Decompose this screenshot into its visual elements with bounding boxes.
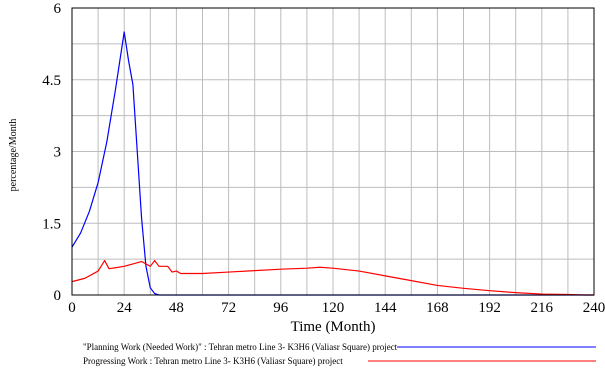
x-tick-label: 144 (374, 300, 397, 316)
x-tick-label: 240 (583, 300, 605, 316)
x-tick-label: 48 (169, 300, 184, 316)
series-line-planning-work (71, 31, 594, 296)
y-tick-label: 3 (54, 145, 62, 161)
y-axis-ticks: 0 1.5 3 4.5 6 (42, 1, 61, 304)
y-tick-label: 1.5 (42, 216, 61, 232)
grid (72, 8, 594, 295)
x-axis-ticks: 0 24 48 72 96 120 144 168 192 216 240 (68, 300, 605, 316)
legend-label-planning-work: "Planning Work (Needed Work)" : Tehran m… (83, 342, 398, 352)
x-tick-label: 120 (322, 300, 345, 316)
legend-label-progressing-work: Progressing Work : Tehran metro Line 3- … (83, 356, 343, 366)
y-axis-label: percentage/Month (8, 119, 19, 192)
x-tick-label: 192 (478, 300, 501, 316)
series-lines (71, 31, 594, 296)
x-tick-label: 0 (68, 300, 76, 316)
x-tick-label: 96 (273, 300, 289, 316)
legend: "Planning Work (Needed Work)" : Tehran m… (83, 342, 596, 366)
x-axis-label: Time (Month) (291, 319, 376, 335)
y-tick-label: 6 (54, 1, 62, 17)
plot-frame (71, 7, 595, 296)
x-tick-label: 216 (531, 300, 554, 316)
x-tick-label: 24 (117, 300, 133, 316)
x-tick-label: 168 (426, 300, 449, 316)
y-tick-label: 0 (54, 288, 62, 304)
series-line-progressing-work (71, 259, 594, 296)
x-tick-label: 72 (221, 300, 236, 316)
y-tick-label: 4.5 (42, 73, 61, 89)
